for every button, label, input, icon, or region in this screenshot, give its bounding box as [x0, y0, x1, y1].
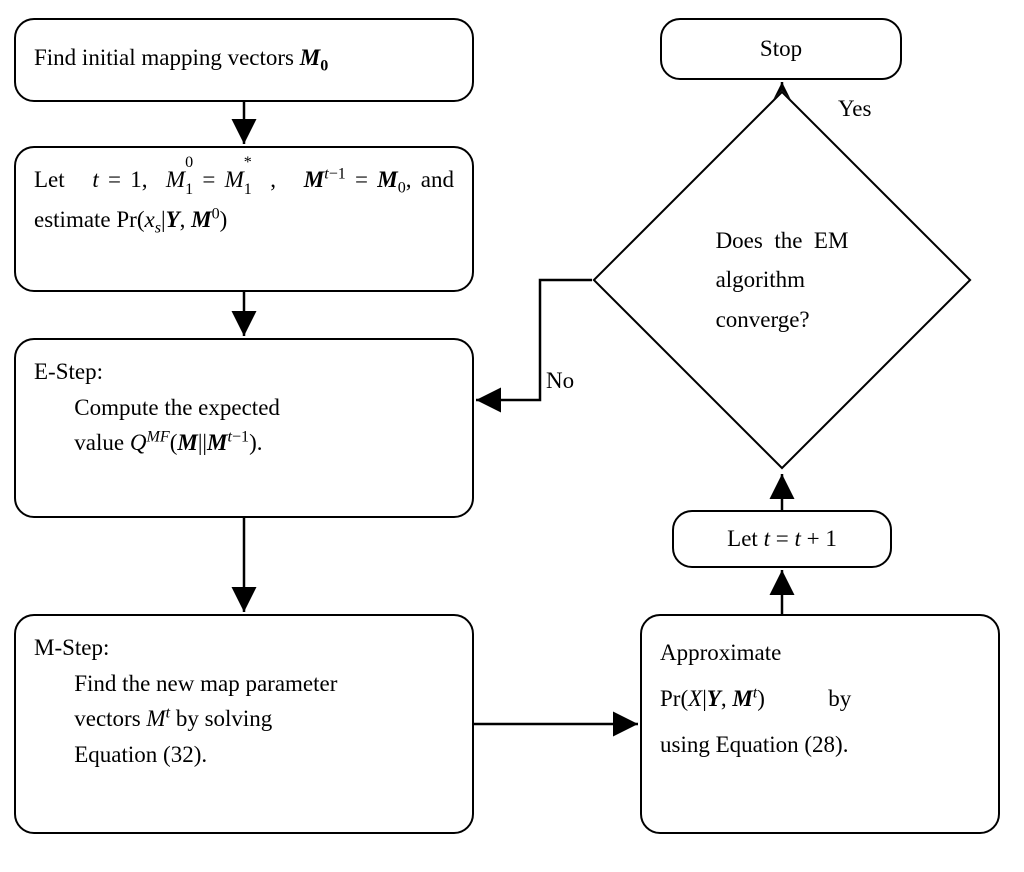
node-decision-label: Does the EMalgorithmconverge? [716, 221, 849, 338]
node-let-t1: Let t = 1, M001 = M**1 , Mt−1 = M0, and … [14, 146, 474, 292]
node-let-t1-label: Let t = 1, M001 = M**1 , Mt−1 = M0, and … [34, 167, 454, 232]
edge-label-yes: Yes [838, 96, 871, 122]
node-init: Find initial mapping vectors M0 [14, 18, 474, 102]
node-increment-label: Let t = t + 1 [727, 521, 837, 557]
node-stop-label: Stop [760, 31, 802, 67]
node-approx-label: ApproximatePr(X|Y, Mt) byusing Equation … [660, 640, 851, 757]
node-approx: ApproximatePr(X|Y, Mt) byusing Equation … [640, 614, 1000, 834]
node-stop: Stop [660, 18, 902, 80]
node-init-label: Find initial mapping vectors M0 [34, 40, 328, 80]
node-estep: E-Step: Compute the expected value QMF(M… [14, 338, 474, 518]
node-mstep: M-Step: Find the new map parameter vecto… [14, 614, 474, 834]
node-estep-label: E-Step: Compute the expected value QMF(M… [34, 359, 280, 455]
edge-label-no: No [546, 368, 574, 394]
node-mstep-label: M-Step: Find the new map parameter vecto… [34, 635, 337, 767]
node-increment: Let t = t + 1 [672, 510, 892, 568]
node-decision: Does the EMalgorithmconverge? [592, 90, 972, 470]
